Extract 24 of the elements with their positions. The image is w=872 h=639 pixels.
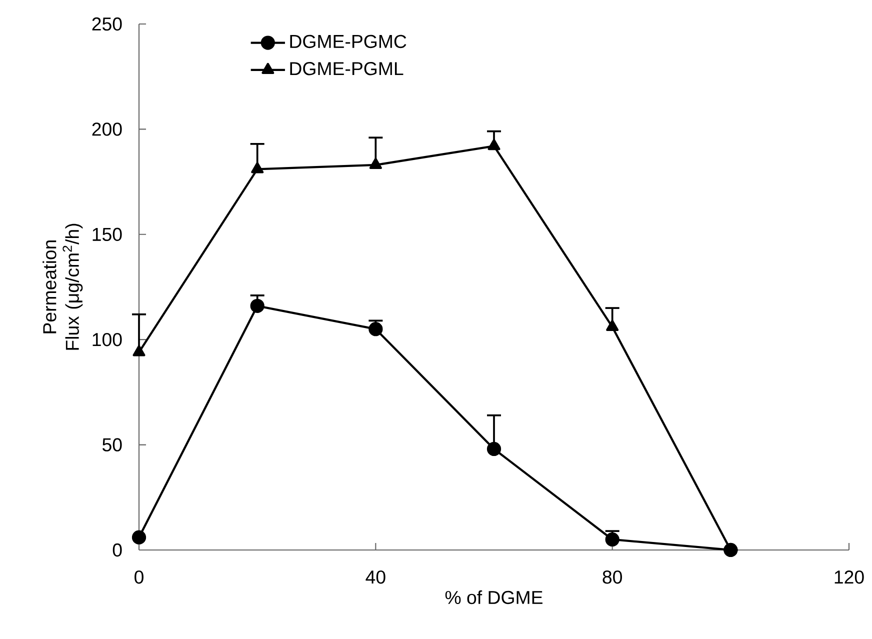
x-tick-label: 80 (602, 570, 622, 584)
point (132, 345, 146, 356)
point (368, 322, 383, 336)
point (369, 158, 382, 170)
y-tick-label: 250 (92, 17, 122, 31)
point (606, 320, 619, 332)
y-tick-label: 50 (102, 438, 122, 452)
y-axis-title: Permeation Flux (μg/cm$^{2}$/h) (42, 224, 83, 350)
point (486, 442, 502, 456)
x-tick-label: 0 (134, 570, 144, 584)
point (605, 532, 620, 547)
legend-label: DGME-PGML (290, 62, 404, 76)
point (250, 298, 264, 313)
y-tick-label: 150 (92, 228, 122, 242)
point (251, 162, 264, 174)
x-tick-label: 40 (366, 570, 386, 584)
legend-label: DGME-PGMC (290, 34, 406, 48)
x-tick-label: 120 (834, 570, 864, 584)
x-axis-title: % of DGME (445, 590, 542, 604)
point (488, 138, 500, 150)
y-tick-label: 0 (112, 543, 122, 557)
point (132, 530, 146, 544)
y-tick-label: 100 (92, 332, 122, 346)
y-tick-label: 200 (92, 122, 122, 136)
